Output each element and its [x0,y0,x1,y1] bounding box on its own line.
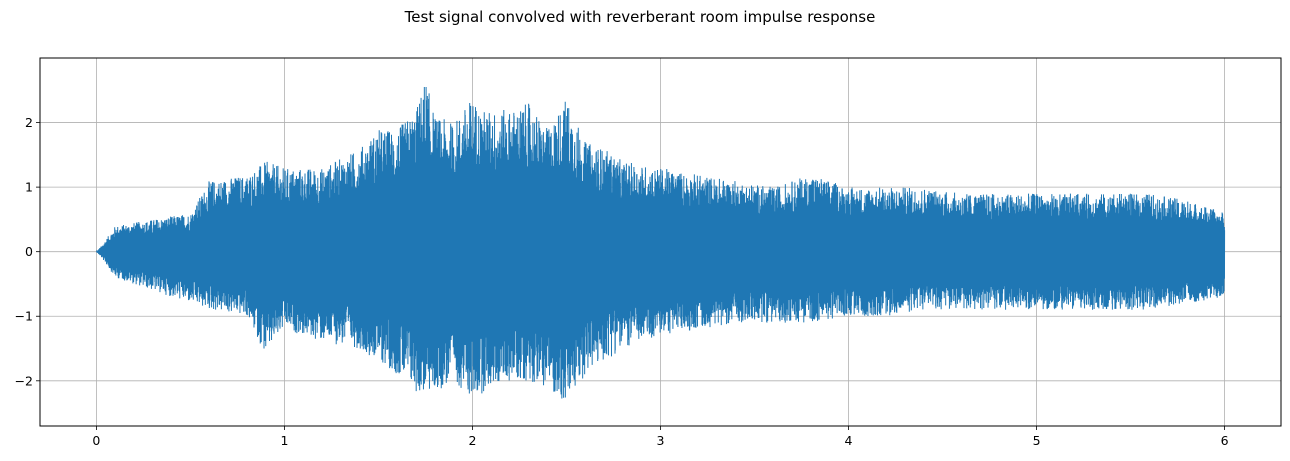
y-axis: −2 −1 0 1 2 [15,115,40,388]
y-tick-label: −2 [15,373,33,388]
x-axis: 0 1 2 3 4 5 6 [92,426,1229,448]
x-tick-label: 5 [1033,433,1041,448]
x-tick-label: 3 [657,433,665,448]
y-tick-label: −1 [15,309,33,324]
x-tick-label: 2 [468,433,476,448]
x-tick-label: 1 [280,433,288,448]
x-tick-label: 6 [1221,433,1229,448]
signal-line [96,86,1226,399]
signal-series [96,86,1226,399]
y-tick-label: 0 [25,244,33,259]
chart-title: Test signal convolved with reverberant r… [404,8,876,26]
y-tick-label: 1 [25,180,33,195]
x-tick-label: 4 [845,433,853,448]
x-tick-label: 0 [92,433,100,448]
y-tick-label: 2 [25,115,33,130]
